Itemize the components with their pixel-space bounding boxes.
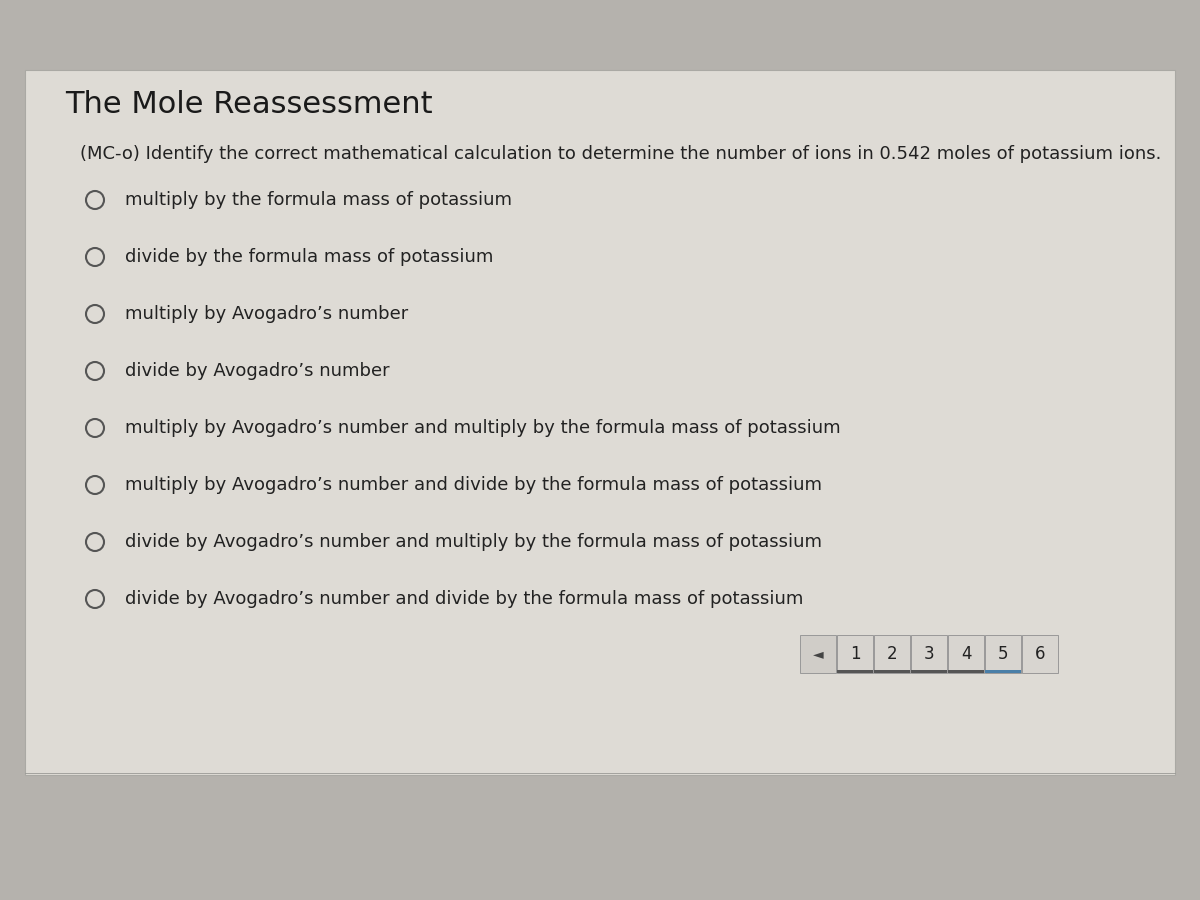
Text: 6: 6 [1034,645,1045,663]
Text: 4: 4 [961,645,971,663]
Bar [911,670,947,673]
Bar [1022,635,1058,673]
Bar [800,635,836,673]
Text: 5: 5 [997,645,1008,663]
Text: divide by Avogadro’s number and divide by the formula mass of potassium: divide by Avogadro’s number and divide b… [125,590,803,608]
Bar [838,635,874,673]
Text: divide by Avogadro’s number: divide by Avogadro’s number [125,362,390,380]
Text: (MC-o) Identify the correct mathematical calculation to determine the number of : (MC-o) Identify the correct mathematical… [80,145,1162,163]
Bar [948,670,984,673]
Text: 2: 2 [887,645,898,663]
Bar [985,670,1021,673]
Bar [985,635,1021,673]
Text: multiply by Avogadro’s number and multiply by the formula mass of potassium: multiply by Avogadro’s number and multip… [125,419,841,437]
Text: ◄: ◄ [812,647,823,661]
Text: 1: 1 [850,645,860,663]
Bar [948,635,984,673]
Bar [874,670,910,673]
Text: multiply by Avogadro’s number: multiply by Avogadro’s number [125,305,408,323]
Text: divide by the formula mass of potassium: divide by the formula mass of potassium [125,248,493,266]
Bar [838,670,874,673]
Text: 3: 3 [924,645,935,663]
Bar [25,70,1175,775]
Bar [911,635,947,673]
Text: multiply by Avogadro’s number and divide by the formula mass of potassium: multiply by Avogadro’s number and divide… [125,476,822,494]
Bar [874,635,910,673]
Text: divide by Avogadro’s number and multiply by the formula mass of potassium: divide by Avogadro’s number and multiply… [125,533,822,551]
Text: multiply by the formula mass of potassium: multiply by the formula mass of potassiu… [125,191,512,209]
Text: The Mole Reassessment: The Mole Reassessment [65,90,433,119]
